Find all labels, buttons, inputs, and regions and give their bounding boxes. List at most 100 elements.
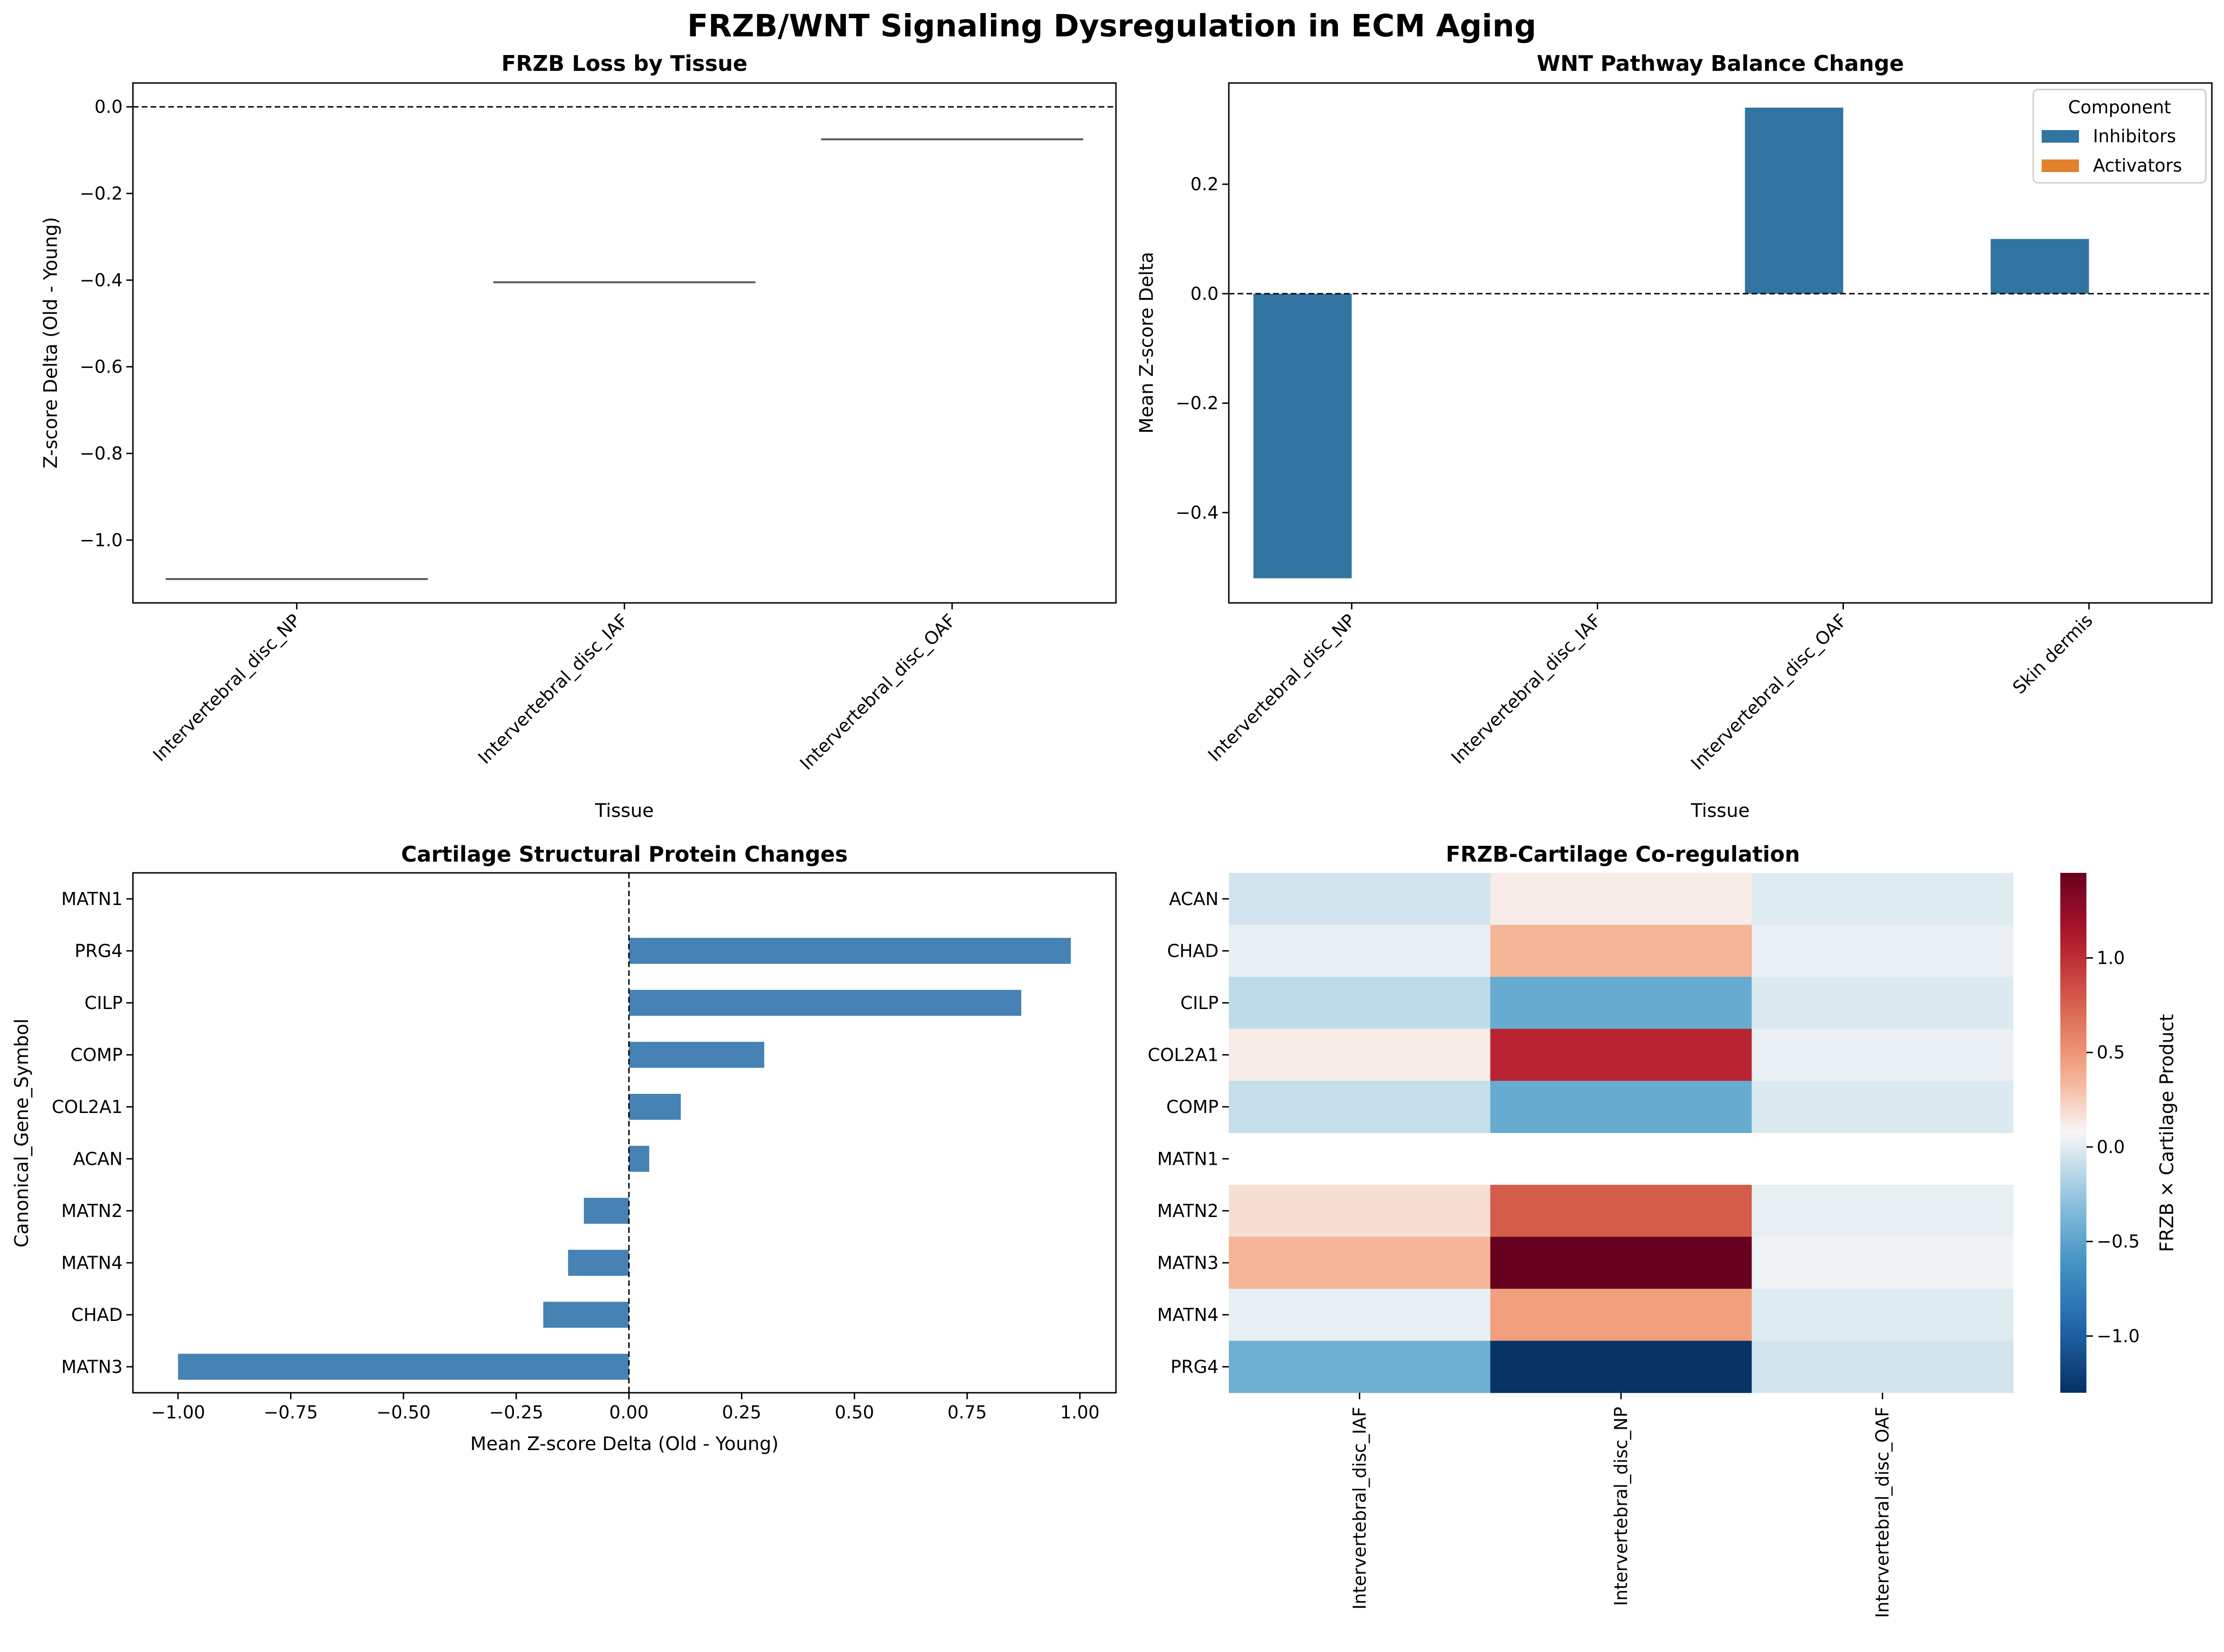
- heatmap-cell: [1752, 925, 2014, 977]
- y-tick-label: COMP: [70, 1044, 123, 1065]
- bar-inhibitors: [1745, 107, 1843, 294]
- y-axis-label: Mean Z-score Delta: [1136, 252, 1157, 434]
- row-label: PRG4: [1171, 1356, 1219, 1377]
- y-tick-label: −0.4: [80, 270, 123, 290]
- y-tick-label: 0.0: [95, 97, 123, 117]
- heatmap-cell: [1752, 1237, 2014, 1289]
- heatmap-cell: [1752, 1081, 2014, 1133]
- colorbar-tick-label: −1.0: [2097, 1326, 2140, 1346]
- heatmap-cell: [1752, 1341, 2014, 1393]
- legend-swatch-inhibitors: [2042, 130, 2079, 143]
- heatmap-cell: [1752, 1029, 2014, 1081]
- heatmap-cell: [1490, 1237, 1752, 1289]
- bar: [629, 1093, 681, 1120]
- row-label: COL2A1: [1148, 1044, 1219, 1065]
- bar: [629, 989, 1021, 1016]
- colorbar-tick-label: 0.5: [2097, 1042, 2125, 1063]
- row-label: MATN4: [1157, 1305, 1219, 1325]
- heatmap-cell: [1490, 873, 1752, 925]
- panel-title: WNT Pathway Balance Change: [1537, 51, 1904, 76]
- row-label: MATN1: [1157, 1148, 1219, 1169]
- heatmap-cell: [1490, 1185, 1752, 1237]
- row-label: CHAD: [1167, 940, 1219, 961]
- colorbar: [2060, 873, 2086, 1393]
- colorbar-tick-label: 1.0: [2097, 947, 2125, 968]
- colorbar-tick-label: 0.0: [2097, 1137, 2125, 1157]
- y-tick-label: 0.0: [1191, 283, 1219, 304]
- y-tick-label: −0.8: [80, 443, 123, 463]
- x-tick-label: 0.75: [948, 1402, 987, 1423]
- heatmap-cell: [1229, 1289, 1491, 1341]
- bar: [543, 1301, 629, 1328]
- heatmap-cell: [1490, 925, 1752, 977]
- heatmap-cell: [1490, 1081, 1752, 1133]
- y-tick-label: −0.2: [1176, 393, 1219, 414]
- y-tick-label: −1.0: [80, 530, 123, 550]
- figure-suptitle: FRZB/WNT Signaling Dysregulation in ECM …: [687, 8, 1537, 44]
- x-tick-label: 1.00: [1060, 1402, 1100, 1423]
- heatmap-cell: [1490, 977, 1752, 1029]
- x-tick-label: −0.25: [489, 1402, 543, 1423]
- y-tick-label: 0.2: [1191, 174, 1219, 194]
- colorbar-tick-label: −0.5: [2097, 1231, 2140, 1252]
- bar: [629, 938, 1071, 964]
- heatmap-cell: [1229, 1185, 1491, 1237]
- y-tick-label: −0.4: [1176, 502, 1219, 523]
- row-label: CILP: [1180, 993, 1219, 1013]
- colorbar-label: FRZB × Cartilage Product: [2156, 1014, 2178, 1252]
- row-label: MATN2: [1157, 1201, 1219, 1221]
- heatmap-cell: [1752, 873, 2014, 925]
- y-tick-label: COL2A1: [52, 1097, 123, 1117]
- row-label: MATN3: [1157, 1252, 1219, 1273]
- panel-title: FRZB Loss by Tissue: [501, 51, 748, 76]
- legend-swatch-activators: [2042, 159, 2079, 172]
- x-axis-label: Mean Z-score Delta (Old - Young): [470, 1433, 778, 1455]
- legend-label-inhibitors: Inhibitors: [2093, 126, 2176, 146]
- bar: [583, 1197, 629, 1224]
- row-label: ACAN: [1169, 889, 1219, 909]
- panel-title: Cartilage Structural Protein Changes: [401, 842, 848, 867]
- cartilage-changes-panel: Cartilage Structural Protein Changes Mea…: [11, 842, 1117, 1455]
- x-axis-label: Tissue: [1691, 800, 1750, 822]
- x-tick-label: −1.00: [151, 1402, 205, 1423]
- heatmap-cell: [1490, 1029, 1752, 1081]
- plot-frame: [1228, 82, 2213, 604]
- x-axis-label: Tissue: [595, 800, 654, 822]
- x-tick-label: 0.25: [722, 1402, 762, 1423]
- legend-title: Component: [2068, 97, 2171, 118]
- bar: [629, 1042, 764, 1068]
- heatmap-cell: [1229, 1081, 1491, 1133]
- x-tick-label: −0.75: [263, 1402, 318, 1423]
- y-tick-label: −0.2: [80, 183, 123, 204]
- y-tick-label: −0.6: [80, 357, 123, 377]
- heatmap-cell: [1752, 1289, 2014, 1341]
- heatmap-cell: [1229, 1029, 1491, 1081]
- y-tick-label: ACAN: [73, 1148, 123, 1169]
- y-tick-label: MATN4: [61, 1252, 123, 1273]
- x-tick-label: 0.00: [609, 1402, 649, 1423]
- bar: [629, 1146, 650, 1172]
- panel-title: FRZB-Cartilage Co-regulation: [1446, 842, 1800, 867]
- row-label: COMP: [1166, 1097, 1219, 1117]
- y-tick-label: MATN2: [61, 1201, 123, 1221]
- heatmap-cell: [1490, 1289, 1752, 1341]
- bar-inhibitors: [1253, 293, 1352, 579]
- column-label: Intervertebral_disc_NP: [1611, 1407, 1631, 1606]
- y-axis-label: Canonical_Gene_Symbol: [11, 1019, 33, 1248]
- heatmap-cell: [1752, 977, 2014, 1029]
- y-tick-label: PRG4: [75, 940, 123, 961]
- heatmap-cell: [1229, 1237, 1491, 1289]
- y-tick-label: MATN3: [61, 1356, 123, 1377]
- legend: Component Inhibitors Activators: [2032, 89, 2207, 184]
- bar: [178, 1354, 629, 1380]
- bar: [568, 1250, 629, 1276]
- legend-label-activators: Activators: [2093, 155, 2182, 176]
- column-label: Intervertebral_disc_OAF: [1872, 1407, 1893, 1618]
- column-label: Intervertebral_disc_IAF: [1349, 1407, 1370, 1610]
- heatmap-cell: [1229, 1341, 1491, 1393]
- heatmap-cell: [1229, 977, 1491, 1029]
- x-tick-label: 0.50: [835, 1402, 874, 1423]
- plot-frame: [132, 872, 1117, 1394]
- bar-inhibitors: [1990, 239, 2089, 294]
